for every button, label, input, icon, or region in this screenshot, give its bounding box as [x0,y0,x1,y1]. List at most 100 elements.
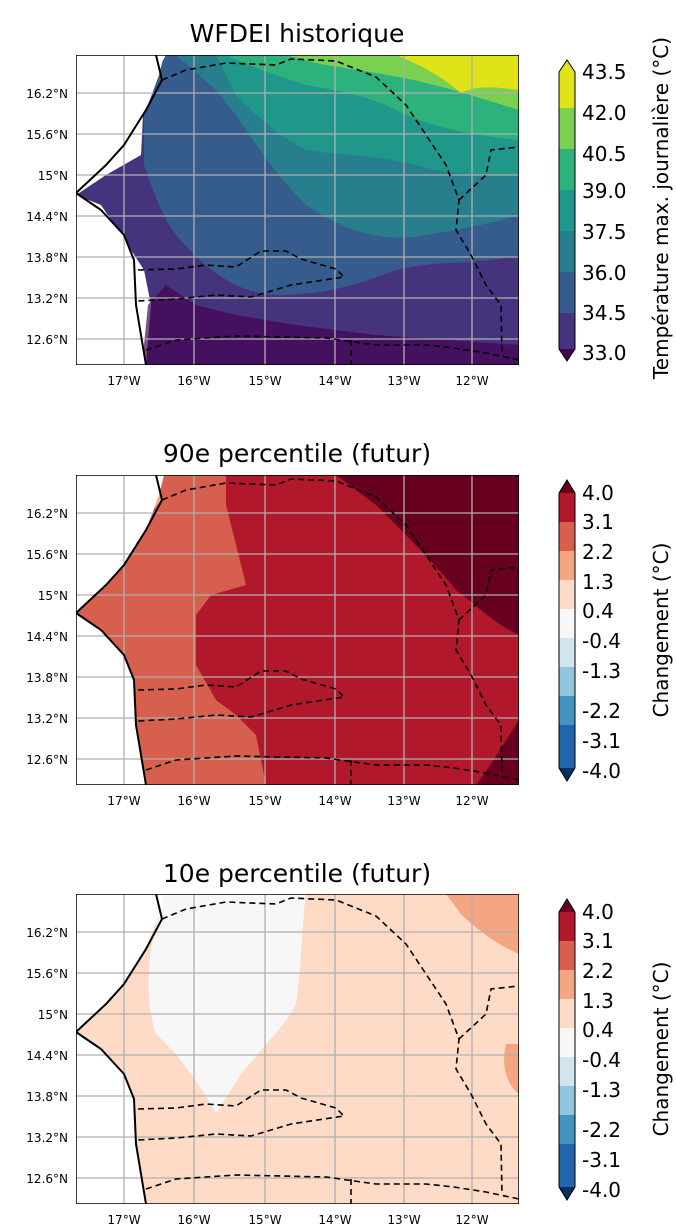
colorbar-tick: 4.0 [582,900,614,924]
lon-axis: 17°W 16°W 15°W 14°W 13°W 12°W [107,374,488,388]
colorbar-band [559,190,575,231]
colorbar-tick: 3.1 [582,929,614,953]
panel-p90: 90e percentile (futur) [26,439,673,808]
lat-tick: 15°N [38,169,68,183]
lat-tick: 14.4°N [26,1049,68,1063]
colorbar-tick: -2.2 [582,699,621,723]
colorbar-band [559,313,575,349]
colorbar-band [559,493,575,522]
lon-tick: 16°W [177,794,210,808]
lon-tick: 14°W [318,1213,351,1227]
colorbar-band [559,638,575,667]
map-area [76,475,519,785]
colorbar-tick: 2.2 [582,540,614,564]
colorbar-band [559,667,575,696]
colorbar-extend-top [559,899,575,912]
lat-tick: 15°N [38,1008,68,1022]
colorbar-band [559,108,575,149]
colorbar-tick: -2.2 [582,1118,621,1142]
lat-axis: 16.2°N 15.6°N 15°N 14.4°N 13.8°N 13.2°N … [26,507,68,767]
lat-tick: 15°N [38,589,68,603]
colorbar-band [559,999,575,1028]
lat-tick: 13.2°N [26,712,68,726]
colorbar-tick: 40.5 [582,142,627,166]
lat-tick: 13.2°N [26,292,68,306]
lat-tick: 12.6°N [26,1172,68,1186]
colorbar-tick: -3.1 [582,729,621,753]
colorbar-tick: 42.0 [582,101,627,125]
lon-tick: 16°W [177,374,210,388]
colorbar: 43.5 42.0 40.5 39.0 37.5 36.0 34.5 33.0 … [558,37,673,380]
lon-tick: 14°W [318,374,351,388]
colorbar-tick: 4.0 [582,481,614,505]
lat-tick: 13.8°N [26,671,68,685]
map-area [76,894,519,1204]
lon-tick: 17°W [107,374,140,388]
colorbar-tick: 37.5 [582,220,627,244]
map-area [76,55,519,365]
colorbar-extend-bottom [559,1187,575,1200]
colorbar-tick: 1.3 [582,989,614,1013]
lat-tick: 13.8°N [26,251,68,265]
colorbar: 4.0 3.1 2.2 1.3 0.4 -0.4 -1.3 -2.2 -3.1 … [558,479,673,783]
lat-tick: 15.6°N [26,548,68,562]
lon-tick: 12°W [455,794,488,808]
colorbar-band [559,1057,575,1086]
colorbar-extend-bottom [559,349,575,361]
colorbar-tick: -0.4 [582,1048,621,1072]
colorbar-band [559,1144,575,1187]
lat-tick: 16.2°N [26,926,68,940]
colorbar-band [559,1028,575,1057]
colorbar-band [559,912,575,941]
colorbar-band [559,696,575,725]
lon-tick: 14°W [318,794,351,808]
colorbar-tick: -1.3 [582,1078,621,1102]
colorbar-tick: 3.1 [582,510,614,534]
colorbar-tick: 2.2 [582,959,614,983]
colorbar-band [559,522,575,551]
lat-axis: 16.2°N 15.6°N 15°N 14.4°N 13.8°N 13.2°N … [26,926,68,1186]
lat-tick: 12.6°N [26,333,68,347]
colorbar-band [559,725,575,768]
colorbar-tick: -4.0 [582,1178,621,1202]
colorbar-label: Changement (°C) [649,543,673,718]
colorbar: 4.0 3.1 2.2 1.3 0.4 -0.4 -1.3 -2.2 -3.1 … [558,898,673,1202]
colorbar-tick: -1.3 [582,659,621,683]
lon-tick: 13°W [387,1213,420,1227]
colorbar-tick: 33.0 [582,341,627,365]
colorbar-band [559,609,575,638]
lon-tick: 12°W [455,374,488,388]
colorbar-tick: 36.0 [582,261,627,285]
colorbar-band [559,580,575,609]
colorbar-band [559,551,575,580]
lon-tick: 15°W [248,374,281,388]
lon-tick: 12°W [455,1213,488,1227]
colorbar-band [559,970,575,999]
lon-tick: 17°W [107,1213,140,1227]
lon-axis: 17°W 16°W 15°W 14°W 13°W 12°W [107,794,488,808]
lat-tick: 12.6°N [26,753,68,767]
colorbar-tick: -4.0 [582,759,621,783]
lat-tick: 15.6°N [26,128,68,142]
lat-tick: 15.6°N [26,967,68,981]
colorbar-band [559,231,575,272]
panel-p10: 10e percentile (futur) [26,859,673,1227]
colorbar-tick: 43.5 [582,60,627,84]
colorbar-band [559,1115,575,1144]
colorbar-extend-top [559,480,575,493]
colorbar-tick: 39.0 [582,179,627,203]
colorbar-label: Température max. journalière (°C) [649,37,673,380]
colorbar-band [559,941,575,970]
lat-tick: 14.4°N [26,630,68,644]
lat-tick: 14.4°N [26,210,68,224]
colorbar-label: Changement (°C) [649,962,673,1137]
lat-tick: 16.2°N [26,87,68,101]
lon-tick: 17°W [107,794,140,808]
colorbar-extend-top [559,60,575,72]
colorbar-tick: 0.4 [582,1018,614,1042]
colorbar-tick: -0.4 [582,629,621,653]
colorbar-tick: -3.1 [582,1148,621,1172]
lon-tick: 13°W [387,794,420,808]
colorbar-band [559,149,575,190]
